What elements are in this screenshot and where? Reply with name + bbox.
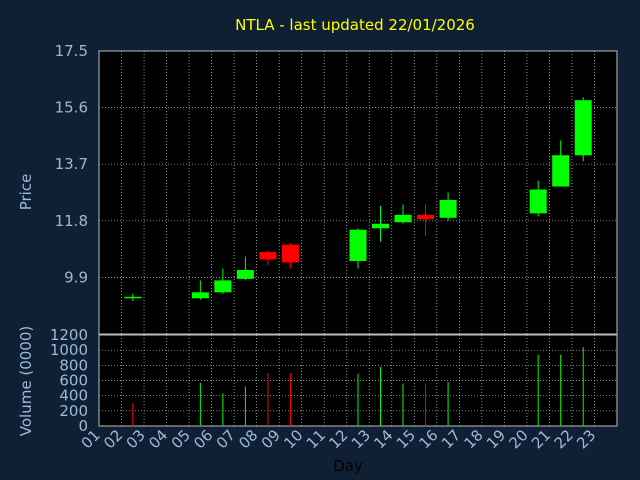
candle-body (281, 244, 299, 263)
candle-body (439, 199, 457, 218)
volume-y-tick-label: 600 (59, 372, 88, 390)
volume-y-tick-label: 800 (59, 356, 88, 374)
candle-body (236, 269, 254, 279)
candle-body (372, 223, 390, 229)
price-y-tick-label: 17.5 (55, 42, 88, 60)
volume-y-tick-label: 1000 (50, 341, 88, 359)
candle (529, 180, 547, 217)
volume-axis-label: Volume (0000) (17, 326, 35, 436)
candle (124, 293, 142, 302)
price-panel: 9.9 11.8 13.7 15.6 17.5 Price (17, 42, 618, 335)
candle-body (394, 214, 412, 223)
candle (394, 204, 412, 224)
price-y-tick-label: 9.9 (64, 268, 88, 286)
price-axis-label: Price (17, 174, 35, 211)
candle (417, 204, 435, 236)
day-axis-label: Day (333, 457, 363, 475)
candle (281, 243, 299, 269)
price-y-ticks: 9.9 11.8 13.7 15.6 17.5 (55, 42, 88, 286)
price-y-tick-label: 11.8 (55, 212, 88, 230)
candle-body (574, 100, 592, 156)
candle-body (417, 214, 435, 220)
candle (552, 140, 570, 187)
price-y-tick-label: 15.6 (55, 99, 88, 117)
chart-title: NTLA - last updated 22/01/2026 (235, 16, 475, 34)
candle (372, 205, 390, 242)
candle (259, 250, 277, 266)
candle (439, 192, 457, 221)
volume-y-tick-label: 200 (59, 402, 88, 420)
volume-y-tick-label: 400 (59, 387, 88, 405)
volume-bars (132, 347, 584, 426)
candles (124, 97, 592, 302)
day-x-ticks: 0102030405060708091011121314151617181920… (78, 426, 600, 452)
candle-body (529, 189, 547, 214)
candle-body (191, 292, 209, 299)
candle (236, 256, 254, 281)
candle (191, 280, 209, 300)
candle-body (124, 296, 142, 299)
volume-y-tick-label: 0 (78, 417, 88, 435)
candle-body (214, 280, 232, 293)
price-y-tick-label: 13.7 (55, 155, 88, 173)
candle-body (552, 155, 570, 187)
candle-body (349, 229, 367, 262)
volume-y-tick-label: 1200 (50, 326, 88, 344)
candle (214, 268, 232, 294)
candle (574, 97, 592, 162)
candle (349, 228, 367, 269)
price-grid (99, 51, 617, 334)
candle-body (259, 252, 277, 260)
